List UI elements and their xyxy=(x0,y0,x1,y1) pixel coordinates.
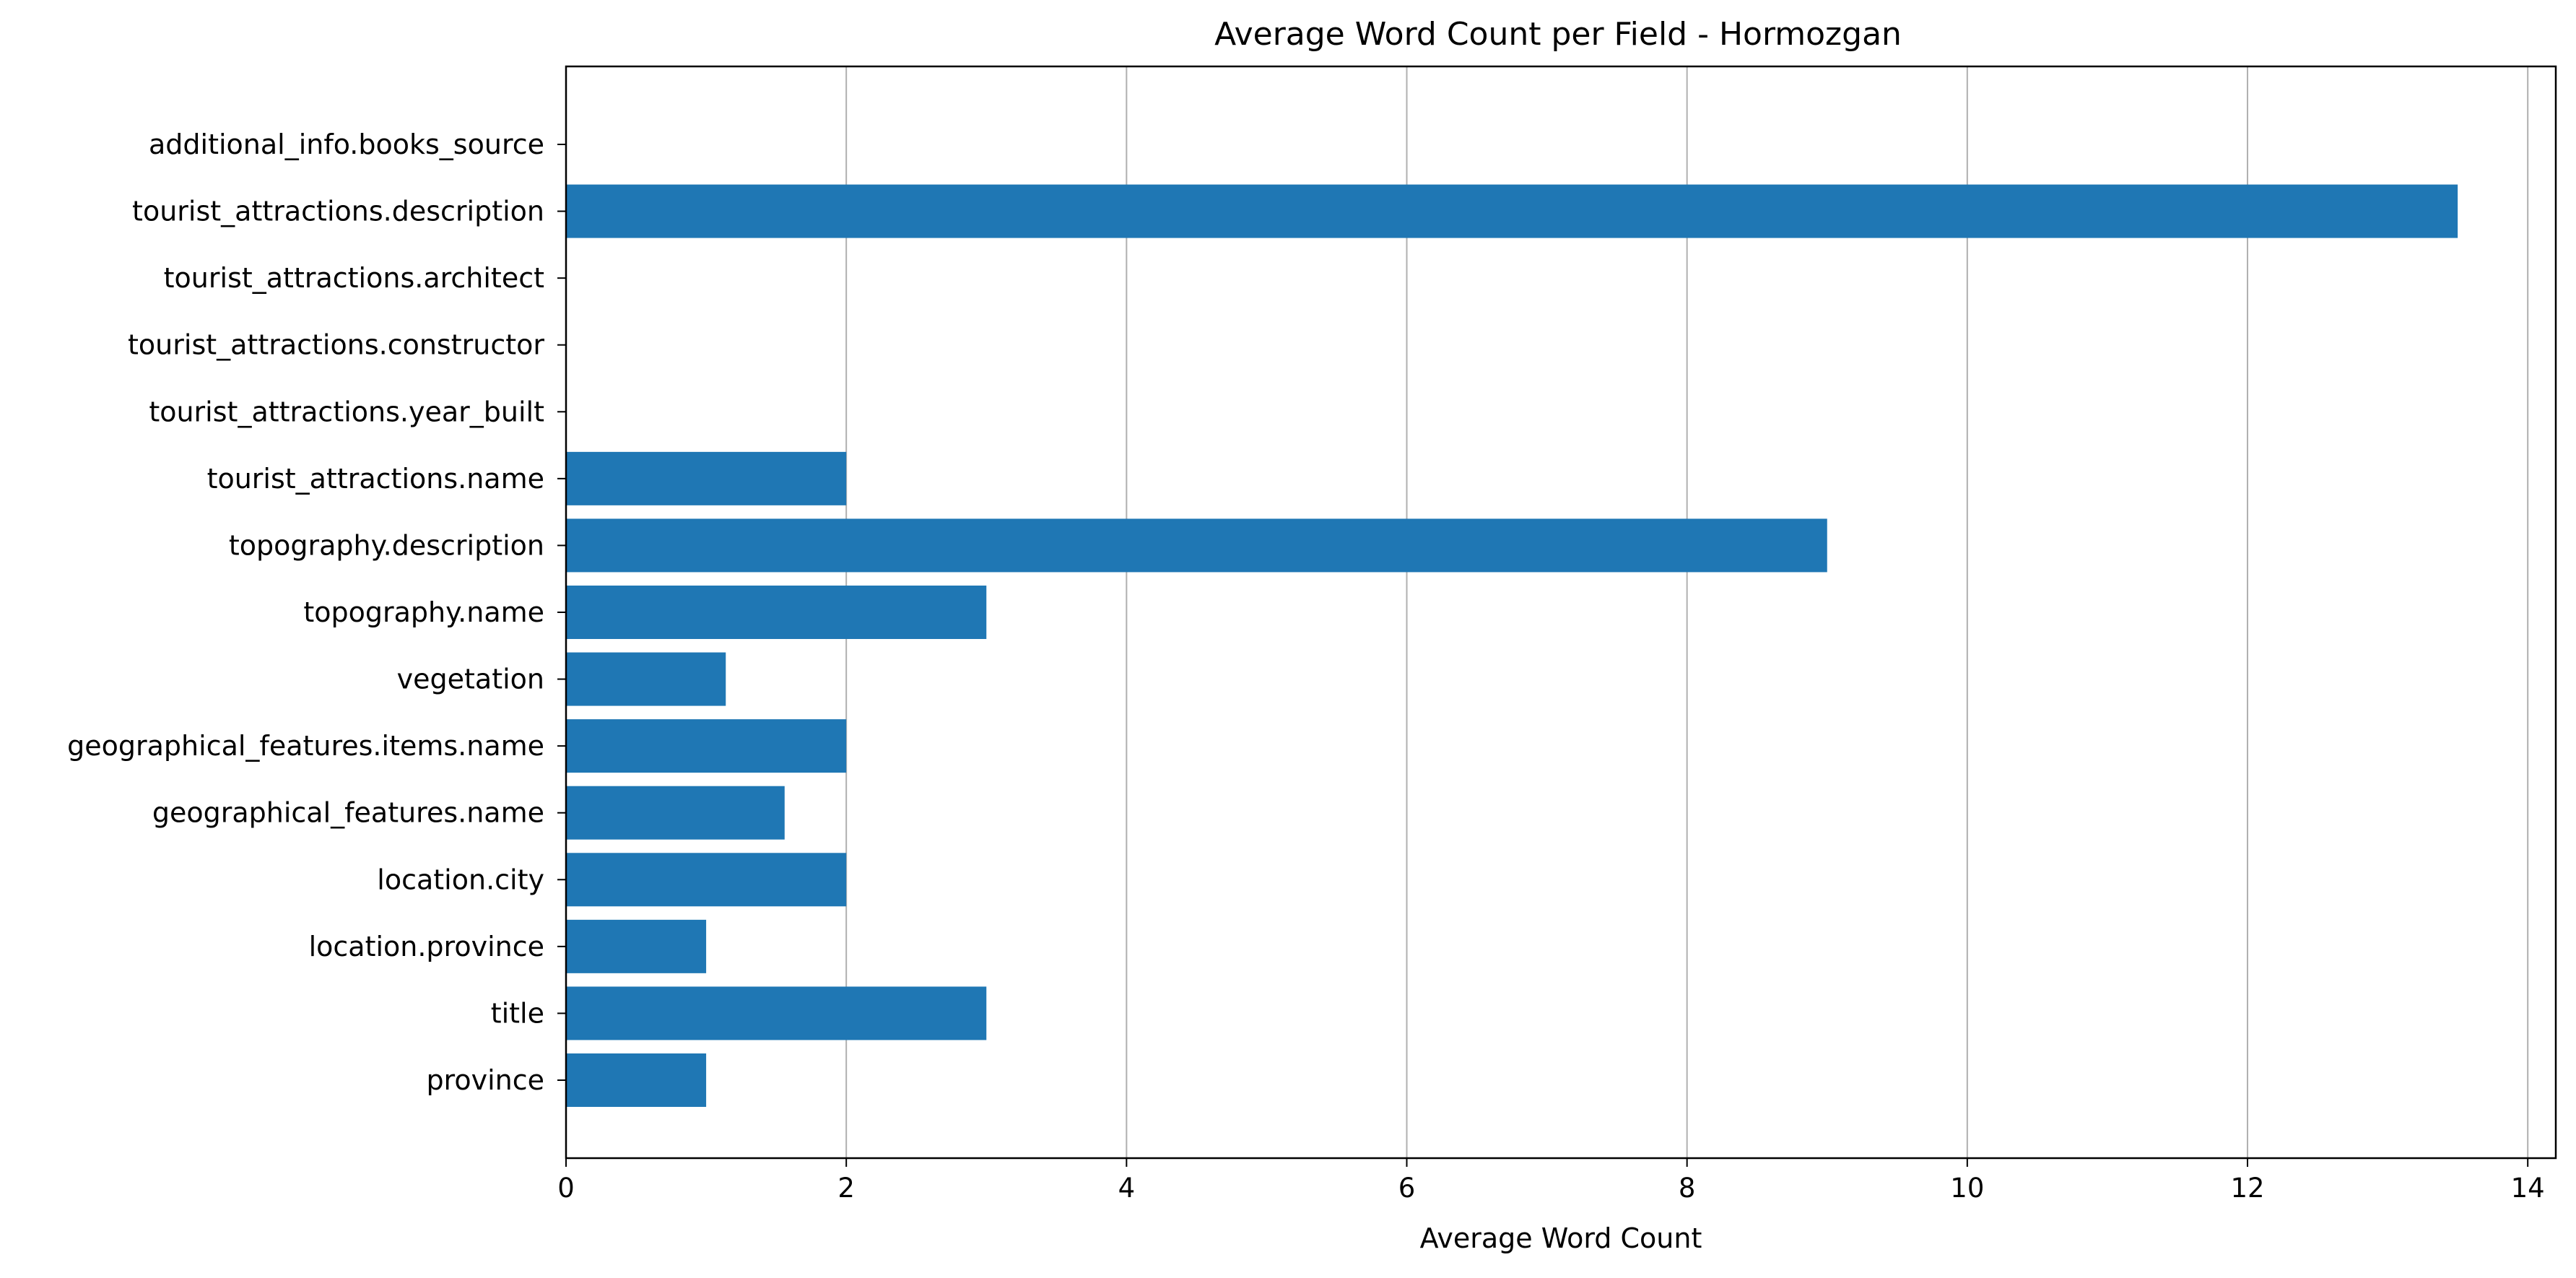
bars xyxy=(566,184,2458,1107)
bar-topography-name xyxy=(566,586,987,639)
y-tick-label: tourist_attractions.architect xyxy=(164,262,544,294)
y-tick-label: tourist_attractions.description xyxy=(132,196,544,227)
x-tick-label: 14 xyxy=(2511,1173,2545,1204)
bar-title xyxy=(566,986,987,1040)
x-tick-label: 2 xyxy=(837,1173,855,1204)
bar-geographical-features-name xyxy=(566,786,785,840)
y-tick-label: vegetation xyxy=(397,664,544,695)
bar-location-province xyxy=(566,919,707,973)
x-tick-label: 4 xyxy=(1118,1173,1136,1204)
y-tick-label: tourist_attractions.year_built xyxy=(149,396,544,427)
y-tick-label: additional_info.books_source xyxy=(149,129,544,160)
x-tick-label: 6 xyxy=(1398,1173,1416,1204)
x-axis-ticks: 0 2 4 6 8 10 12 14 xyxy=(557,1158,2545,1204)
x-axis-label: Average Word Count xyxy=(1420,1222,1702,1254)
bar-tourist-attractions-name xyxy=(566,451,847,505)
bar-province xyxy=(566,1053,707,1107)
y-tick-label: tourist_attractions.constructor xyxy=(128,329,544,361)
y-tick-label: topography.description xyxy=(229,529,544,561)
y-tick-label: geographical_features.items.name xyxy=(67,730,544,762)
y-tick-label: geographical_features.name xyxy=(152,797,544,829)
x-tick-label: 8 xyxy=(1679,1173,1696,1204)
bar-topography-description xyxy=(566,518,1827,573)
bar-tourist-attractions-description xyxy=(566,184,2458,238)
y-tick-label: tourist_attractions.name xyxy=(207,463,544,495)
bar-geographical-features-items-name xyxy=(566,719,847,773)
bar-location-city xyxy=(566,853,847,907)
x-tick-label: 10 xyxy=(1950,1173,1984,1204)
chart-title: Average Word Count per Field - Hormozgan xyxy=(1214,16,1902,53)
x-tick-label: 12 xyxy=(2230,1173,2264,1204)
y-tick-label: location.province xyxy=(309,931,544,962)
bar-vegetation xyxy=(566,652,726,706)
y-tick-label: topography.name xyxy=(303,596,544,628)
y-tick-label: province xyxy=(426,1064,544,1096)
y-axis-ticks: province title location.province location.c… xyxy=(67,129,566,1096)
y-tick-label: title xyxy=(491,997,544,1029)
x-tick-label: 0 xyxy=(557,1173,575,1204)
y-tick-label: location.city xyxy=(377,864,544,895)
